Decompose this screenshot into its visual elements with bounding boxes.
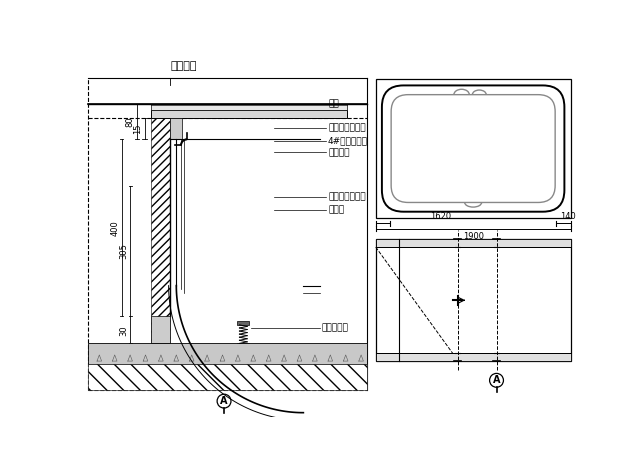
Text: 石材: 石材 (328, 99, 339, 109)
Bar (151, 110, 348, 118)
Bar (376, 353, 570, 361)
Text: 成品落缸: 成品落缸 (328, 148, 349, 157)
Text: 15: 15 (132, 123, 141, 134)
Bar (376, 240, 570, 361)
Text: 1900: 1900 (463, 232, 484, 241)
Text: 钢丝网: 钢丝网 (328, 205, 344, 215)
Bar (376, 240, 570, 247)
Bar (237, 344, 250, 347)
Text: 30: 30 (120, 325, 129, 336)
Bar (237, 321, 250, 325)
Bar (170, 118, 182, 139)
Text: 400: 400 (110, 220, 119, 236)
Bar (151, 316, 170, 344)
Text: A: A (493, 375, 500, 385)
Text: 4#角钢防锈漆: 4#角钢防锈漆 (328, 136, 368, 146)
Text: 140: 140 (560, 212, 576, 221)
FancyBboxPatch shape (391, 95, 555, 203)
Bar (151, 118, 170, 344)
Bar (88, 364, 367, 389)
Text: 80: 80 (125, 116, 134, 127)
Text: 水泥砂浆防刷层: 水泥砂浆防刷层 (328, 192, 365, 202)
Text: 1620: 1620 (431, 212, 452, 221)
Text: A: A (220, 396, 228, 406)
Bar (88, 344, 367, 364)
Bar (151, 104, 348, 110)
Text: 水泥砂浆结合层: 水泥砂浆结合层 (328, 123, 365, 132)
Text: 高度调节器: 高度调节器 (322, 323, 349, 332)
Bar (376, 79, 570, 218)
Text: 石材地面: 石材地面 (170, 61, 196, 71)
FancyBboxPatch shape (382, 86, 564, 212)
Text: 305: 305 (120, 243, 129, 259)
